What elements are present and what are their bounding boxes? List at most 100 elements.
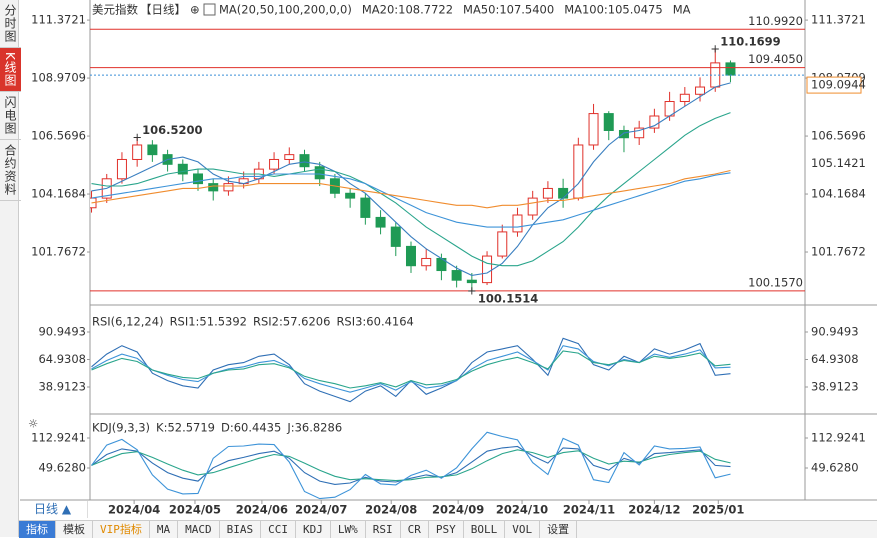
annotation-label: 110.1699 — [720, 35, 780, 49]
y-tick-label: 112.9241 — [31, 430, 86, 444]
candle-body — [695, 86, 706, 95]
legend-text: RSI2:57.6206 — [253, 315, 330, 329]
candle-body — [284, 154, 295, 160]
series-line — [91, 449, 731, 482]
candle-body — [527, 197, 538, 216]
y-tick-label: 106.5696 — [31, 129, 86, 143]
legend-text: MA50:107.5400 — [463, 3, 554, 17]
y-tick-label-right: 104.1684 — [811, 187, 866, 201]
x-tick-label: 2024/10 — [496, 503, 548, 517]
candle-body — [649, 115, 660, 129]
y-tick-label: 90.9493 — [38, 324, 86, 338]
side-tab[interactable]: K线图 — [0, 48, 21, 92]
period-button[interactable]: 日线 ▲ — [20, 501, 88, 518]
candle-body — [573, 144, 584, 199]
candle-body — [603, 113, 614, 131]
toolbar-tab[interactable]: MACD — [178, 521, 220, 538]
legend-text: RSI1:51.5392 — [170, 315, 247, 329]
candle-body — [345, 192, 356, 199]
y-tick-label-right: 111.3721 — [811, 13, 866, 27]
x-tick-label: 2025/01 — [692, 503, 744, 517]
toolbar-tab[interactable]: PSY — [429, 521, 464, 538]
legend-text: KDJ(9,3,3) — [92, 421, 150, 435]
x-tick-label: 2024/11 — [563, 503, 615, 517]
toolbar-tab[interactable]: RSI — [366, 521, 401, 538]
y-tick-label: 101.7672 — [31, 245, 86, 259]
last-price-box — [806, 76, 862, 94]
toolbar-tab[interactable]: CR — [401, 521, 429, 538]
toolbar-tab[interactable]: VOL — [505, 521, 541, 538]
settings-icon: ☼ — [28, 417, 38, 431]
plot — [91, 337, 731, 403]
y-tick-label-right: 101.7672 — [811, 245, 866, 259]
y-tick-label: 108.9709 — [31, 71, 86, 85]
level-label: 110.9920 — [748, 14, 803, 28]
legend-text: MA — [673, 3, 691, 17]
side-tab[interactable]: 合约资料 — [0, 140, 21, 201]
candle-body — [116, 158, 127, 180]
side-tab[interactable]: 闪电图 — [0, 92, 21, 140]
y-tick-label: 104.1684 — [31, 187, 86, 201]
candle-body — [405, 245, 416, 267]
candle-body — [375, 216, 386, 228]
legend-text: RSI3:60.4164 — [336, 315, 413, 329]
series-line — [91, 82, 731, 276]
candle-body — [679, 93, 690, 103]
legend-text: RSI(6,12,24) — [92, 315, 164, 329]
y-tick-label: 49.6280 — [38, 460, 86, 474]
legend-text: MA(20,50,100,200,0,0) — [219, 3, 352, 17]
side-tab[interactable]: 分时图 — [0, 0, 21, 48]
candle-body — [223, 183, 234, 192]
candle-body — [497, 231, 508, 257]
candle-body — [360, 197, 371, 218]
legend-text: MA20:108.7722 — [362, 3, 453, 17]
toolbar-tab[interactable]: LW% — [331, 521, 366, 538]
last-value-label: 105.1421 — [811, 156, 866, 170]
series-line — [91, 350, 731, 389]
y-tick-label: 111.3721 — [31, 13, 86, 27]
x-tick-label: 2024/12 — [628, 503, 680, 517]
series-line — [91, 345, 731, 393]
candle-body — [451, 270, 462, 281]
candle-body — [177, 163, 188, 175]
candle-body — [314, 166, 325, 180]
toolbar-tab[interactable]: CCI — [261, 521, 296, 538]
y-tick-label-right: 106.5696 — [811, 129, 866, 143]
toolbar-tab[interactable]: 指标 — [19, 521, 56, 538]
toolbar-tab[interactable]: BIAS — [220, 521, 262, 538]
toolbar-tab[interactable]: VIP指标 — [93, 521, 150, 538]
y-tick-label-right: 90.9493 — [811, 324, 859, 338]
annotation-marker: + — [710, 42, 720, 56]
candle-body — [618, 129, 629, 139]
legend-text: 美元指数 — [92, 3, 138, 17]
last-price-label: 109.0944 — [811, 78, 866, 92]
y-tick-label-right: 64.9308 — [811, 352, 859, 366]
toolbar-tab[interactable]: BOLL — [464, 521, 506, 538]
series-line — [91, 445, 731, 485]
icon — [203, 3, 216, 16]
candle-body — [558, 187, 569, 199]
toolbar-tab[interactable]: MA — [150, 521, 179, 538]
candle-body — [542, 187, 553, 199]
candle-body — [208, 183, 219, 192]
x-tick-label: 2024/04 — [108, 503, 160, 517]
series-line — [91, 169, 731, 209]
candle-body — [193, 173, 204, 185]
toolbar: 指标 模板 VIP指标 MA MACD BIAS CCI KDJ LW% RSI CR PSY BOLL… — [19, 520, 877, 538]
toolbar-tab[interactable]: 设置 — [540, 521, 578, 538]
candle-body — [421, 257, 432, 267]
plot — [91, 431, 731, 500]
candle-body — [147, 144, 158, 156]
toolbar-tab[interactable]: KDJ — [296, 521, 331, 538]
candle-body — [512, 214, 523, 233]
annotation-marker: + — [467, 284, 477, 298]
x-tick-label: 2024/08 — [365, 503, 417, 517]
candle-body — [588, 113, 599, 146]
x-tick-label: 2024/07 — [295, 503, 347, 517]
candle-body — [482, 255, 493, 284]
y-tick-label: 38.9123 — [38, 379, 86, 393]
toolbar-tab[interactable]: 模板 — [56, 521, 93, 538]
y-tick-label-right: 38.9123 — [811, 379, 859, 393]
level-label: 100.1570 — [748, 275, 803, 289]
